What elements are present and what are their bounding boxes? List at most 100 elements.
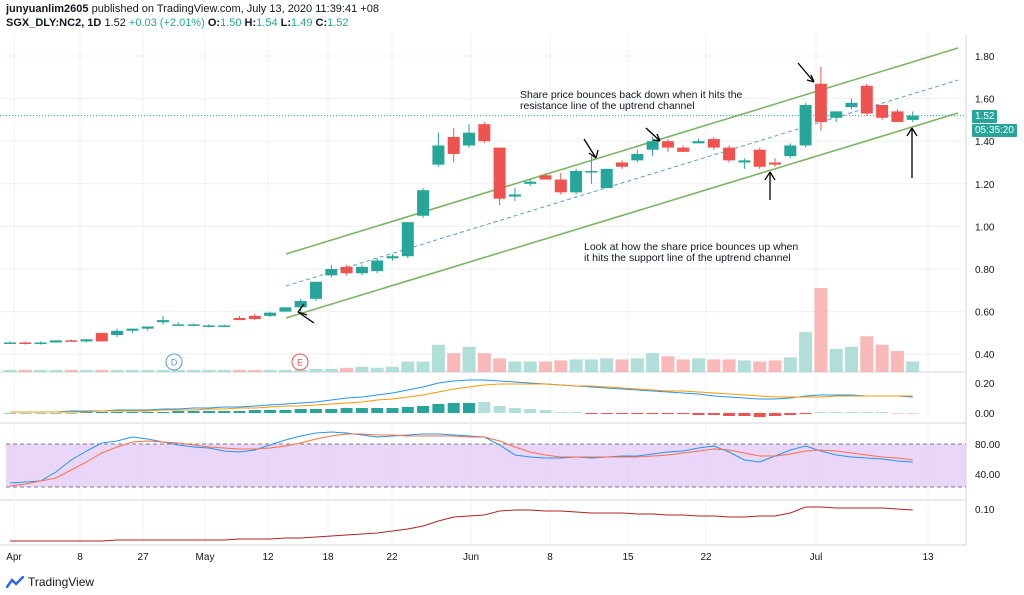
candle-body	[753, 149, 766, 167]
tradingview-logo[interactable]: TradingView	[6, 575, 94, 589]
macd-histogram-bar	[417, 406, 430, 413]
volume-bar	[462, 346, 476, 372]
price-tick-label: 0.80	[975, 265, 995, 276]
macd-histogram-bar	[493, 406, 506, 413]
macd-histogram-bar	[34, 413, 47, 414]
author-name[interactable]: junyuanlim2605	[6, 3, 89, 15]
macd-tick-label: 0.00	[975, 409, 995, 420]
macd-histogram-bar	[524, 409, 537, 413]
volume-bar	[370, 367, 384, 372]
volume-bar	[202, 369, 216, 372]
volume-bar	[187, 369, 201, 372]
volume-bar	[217, 369, 231, 372]
volume-bar	[845, 346, 858, 372]
annotation-text: Share price bounces back down when it hi…	[520, 89, 743, 101]
candle-body	[554, 179, 567, 193]
macd-histogram-bar	[172, 411, 185, 413]
volume-bar	[156, 369, 170, 372]
candle-body	[860, 85, 873, 114]
candle-body	[432, 145, 445, 165]
resistance-line	[285, 47, 959, 255]
macd-histogram-bar	[355, 408, 368, 413]
countdown-badge: 05:35:20	[972, 124, 1017, 137]
event-marker-label: D	[171, 358, 178, 368]
candle-body	[600, 168, 613, 189]
volume-bar	[615, 359, 629, 372]
annotation-arrow	[297, 311, 315, 324]
time-tick-label: Jun	[463, 552, 479, 563]
annotation-text: resistance line of the uptrend channel	[520, 100, 695, 112]
macd-histogram-bar	[463, 403, 475, 413]
candle-body	[34, 342, 47, 344]
volume-bar	[431, 344, 445, 372]
volume-bar	[814, 288, 828, 372]
volume-bar	[523, 361, 537, 372]
candle-body	[95, 332, 108, 342]
annotation-arrowhead	[595, 149, 599, 159]
volume-bar	[3, 369, 17, 372]
candle-body	[172, 324, 185, 326]
macd-histogram-bar	[876, 412, 889, 413]
price-tick-label: 0.60	[975, 308, 995, 319]
candle-body	[65, 340, 78, 342]
last-price-badge: 1.52	[972, 110, 998, 123]
candle-body	[187, 324, 200, 326]
candle-body	[19, 342, 32, 344]
candle-body	[830, 111, 843, 118]
annotation-arrowhead	[656, 133, 661, 142]
macd-histogram-bar	[753, 413, 766, 417]
volume-bar	[64, 369, 78, 372]
volume-bar	[737, 360, 751, 372]
volume-bar	[676, 359, 690, 372]
macd-histogram-bar	[49, 413, 62, 414]
macd-histogram-bar	[677, 413, 690, 414]
support-line	[285, 112, 959, 319]
macd-histogram-bar	[157, 412, 169, 413]
symbol-label[interactable]: SGX_DLY:NC2, 1D	[6, 17, 102, 29]
event-marker-label: E	[297, 358, 303, 368]
candle-body	[248, 315, 261, 320]
price-tick-label: 1.60	[975, 95, 995, 106]
volume-bar	[294, 369, 308, 372]
time-tick-label: 12	[262, 552, 274, 563]
rsi-tick-label: 40.00	[975, 470, 1000, 481]
volume-bar	[18, 369, 32, 372]
candle-body	[891, 111, 904, 123]
candle-body	[294, 300, 307, 308]
macd-histogram-bar	[126, 412, 139, 413]
volume-bar	[416, 361, 430, 372]
volume-bar	[906, 361, 920, 372]
candle-body	[401, 222, 414, 257]
candle-body	[202, 325, 215, 327]
volume-bar	[875, 344, 889, 372]
last-price: 1.52	[104, 17, 126, 29]
candle-body	[355, 266, 368, 274]
volume-bar	[248, 369, 262, 372]
candle-body	[233, 317, 246, 321]
volume-bar	[753, 361, 767, 372]
volume-bar	[125, 369, 139, 372]
low-value: 1.49	[291, 17, 313, 29]
volume-bar	[554, 360, 568, 372]
macd-histogram-bar	[4, 413, 16, 414]
macd-histogram-bar	[906, 413, 919, 414]
macd-histogram-bar	[508, 408, 521, 413]
publisher-line: junyuanlim2605 published on TradingView.…	[6, 3, 379, 15]
time-tick-label: 18	[322, 552, 334, 563]
candle-body	[157, 320, 169, 323]
price-tick-label: 1.20	[975, 180, 995, 191]
macd-histogram-bar	[279, 410, 292, 413]
macd-histogram-bar	[570, 412, 583, 413]
candle-body	[799, 104, 812, 146]
volume-bar	[630, 358, 644, 372]
candle-body	[539, 175, 552, 180]
time-tick-label: Apr	[6, 552, 22, 563]
candle-body	[80, 339, 93, 342]
candle-body	[677, 147, 690, 152]
time-tick-label: 22	[700, 552, 712, 563]
macd-histogram-bar	[539, 410, 552, 413]
macd-histogram-bar	[769, 413, 781, 416]
volume-bar	[80, 369, 93, 372]
annotation-arrowhead	[806, 79, 815, 83]
